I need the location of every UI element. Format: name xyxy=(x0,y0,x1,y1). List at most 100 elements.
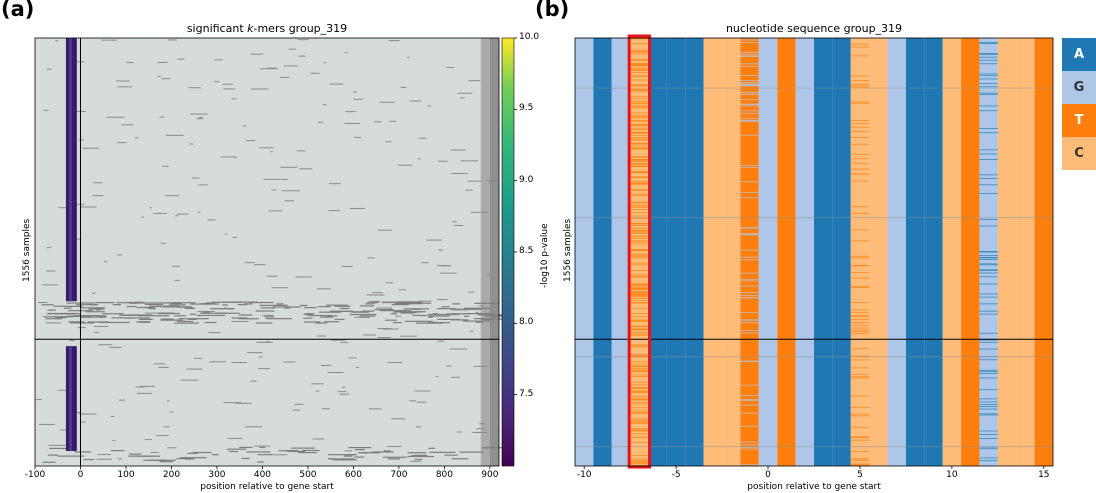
variant-mark xyxy=(630,296,649,298)
variant-mark xyxy=(630,105,649,107)
kmer-band-mark xyxy=(243,303,253,305)
kmer-mark xyxy=(486,274,490,276)
kmer-band-mark xyxy=(307,314,331,317)
variant-mark xyxy=(630,147,649,149)
kmer-mark xyxy=(227,437,243,439)
variant-mark xyxy=(740,63,759,65)
kmer-band-mark xyxy=(339,307,350,310)
kmer-mark xyxy=(476,428,485,430)
variant-mark xyxy=(630,120,649,121)
variant-mark xyxy=(850,46,870,48)
kmer-mark xyxy=(387,362,403,364)
variant-mark xyxy=(630,321,649,322)
variant-mark xyxy=(630,159,649,160)
kmer-mark xyxy=(368,300,380,302)
kmer-mark xyxy=(456,431,462,433)
kmer-band-mark xyxy=(456,308,482,310)
kmer-band-mark xyxy=(284,307,291,309)
kmer-band-mark xyxy=(125,317,133,319)
kmer-mark xyxy=(214,81,220,83)
kmer-mark xyxy=(363,334,376,336)
variant-mark xyxy=(979,369,998,371)
panel-b-letter: (b) xyxy=(535,0,570,21)
kmer-mark xyxy=(449,348,468,350)
kmer-mark xyxy=(292,409,301,411)
panel-a-x-tick-label: 400 xyxy=(253,470,272,480)
variant-mark xyxy=(630,137,649,138)
nucleotide-column xyxy=(685,38,704,466)
variant-mark xyxy=(630,243,649,245)
kmer-mark xyxy=(367,257,375,259)
kmer-bottom-mark xyxy=(257,461,264,463)
kmer-mark xyxy=(479,423,486,425)
colorbar-gradient xyxy=(501,37,515,467)
kmer-mark xyxy=(231,320,249,322)
variant-mark xyxy=(850,80,870,81)
variant-mark xyxy=(979,408,998,410)
colorbar-tick-label: 8.0 xyxy=(519,317,534,328)
kmer-bottom-mark xyxy=(358,452,381,454)
kmer-mark xyxy=(437,340,444,342)
variant-mark xyxy=(630,163,649,164)
kmer-mark xyxy=(117,142,127,144)
variant-mark xyxy=(630,464,649,466)
panel-a-x-tick-label: 600 xyxy=(344,470,363,480)
nucleotide-column xyxy=(795,38,814,466)
variant-mark xyxy=(979,219,998,220)
kmer-bottom-mark xyxy=(184,458,194,460)
kmer-mark xyxy=(245,426,263,428)
panel-a-background xyxy=(35,38,499,466)
kmer-mark xyxy=(414,390,431,392)
kmer-band-mark xyxy=(176,320,187,322)
kmer-mark xyxy=(407,56,410,58)
kmer-mark xyxy=(176,213,189,215)
variant-mark xyxy=(850,415,870,417)
kmer-bottom-mark xyxy=(241,457,250,460)
kmer-mark xyxy=(344,52,348,54)
nucleotide-column xyxy=(997,38,1017,466)
variant-mark xyxy=(740,425,759,427)
kmer-band-mark xyxy=(397,301,423,303)
variant-mark xyxy=(630,160,649,161)
kmer-mark xyxy=(386,445,402,447)
kmer-mark xyxy=(377,337,391,339)
variant-mark xyxy=(850,355,870,357)
kmer-bottom-mark xyxy=(444,454,458,456)
kmer-mark xyxy=(465,189,473,191)
variant-mark xyxy=(630,232,649,234)
kmer-bottom-mark xyxy=(49,447,72,450)
variant-mark xyxy=(630,275,649,277)
nucleotide-column xyxy=(722,38,741,466)
variant-mark xyxy=(850,426,870,428)
variant-mark xyxy=(850,373,870,375)
variant-mark xyxy=(630,376,649,377)
kmer-band-mark xyxy=(400,312,415,314)
panel-b-xlabel: position relative to gene start xyxy=(747,482,881,492)
variant-mark xyxy=(740,75,759,76)
kmer-band-mark xyxy=(260,307,276,309)
variant-mark xyxy=(740,259,759,261)
kmer-bottom-mark xyxy=(354,448,366,451)
legend-label-c: C xyxy=(1074,146,1084,161)
sequence-variation-marks xyxy=(630,38,998,466)
kmer-band-mark xyxy=(231,301,258,303)
variant-mark xyxy=(740,55,759,57)
kmer-mark xyxy=(421,262,430,264)
kmer-mark xyxy=(104,261,108,263)
kmer-mark xyxy=(280,166,298,168)
variant-mark xyxy=(630,333,649,335)
kmer-mark xyxy=(243,125,247,127)
kmer-mark xyxy=(279,76,290,78)
kmer-bottom-mark xyxy=(226,448,247,450)
kmer-mark xyxy=(42,284,58,286)
kmer-band-mark xyxy=(158,312,181,315)
kmer-band-mark xyxy=(303,317,313,319)
variant-mark xyxy=(979,310,998,312)
kmer-mark xyxy=(235,402,252,404)
variant-mark xyxy=(850,75,870,77)
significant-kmer-band-lower-stripe xyxy=(68,346,72,452)
variant-mark xyxy=(979,159,998,160)
variant-mark xyxy=(979,303,998,305)
panel-a-letter: (a) xyxy=(1,0,35,21)
